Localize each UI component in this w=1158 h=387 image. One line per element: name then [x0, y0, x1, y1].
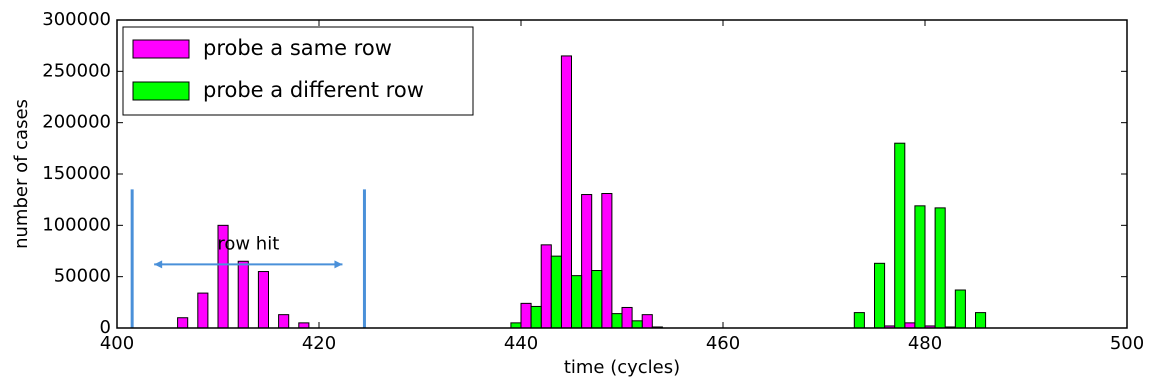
bar [257, 271, 269, 329]
legend-swatch [132, 39, 190, 59]
y-tick-label: 100000 [42, 214, 111, 235]
y-tick-label: 200000 [42, 112, 111, 133]
bar [914, 205, 926, 329]
x-tick-label: 460 [706, 333, 740, 354]
bar [611, 313, 623, 329]
y-tick-label: 150000 [42, 163, 111, 184]
bar [278, 314, 290, 329]
y-tick-label: 250000 [42, 60, 111, 81]
bar [621, 306, 633, 329]
bar [894, 142, 906, 329]
plot-frame [116, 19, 1128, 329]
bar [874, 262, 886, 329]
bar [954, 289, 966, 329]
legend-label: probe a same row [203, 36, 392, 60]
bar [177, 317, 189, 329]
x-tick-label: 400 [100, 333, 134, 354]
bar [853, 312, 865, 329]
bar [530, 305, 542, 329]
bar [237, 260, 249, 329]
x-tick-label: 480 [908, 333, 942, 354]
x-tick-label: 440 [504, 333, 538, 354]
bar [560, 55, 573, 329]
bar [540, 244, 552, 329]
legend-label: probe a different row [203, 78, 424, 102]
bar [510, 322, 522, 329]
bar [975, 312, 987, 329]
bar [197, 292, 209, 329]
bar [601, 193, 613, 329]
x-tick-label: 420 [302, 333, 336, 354]
bar [631, 320, 643, 329]
x-tick-label: 500 [1110, 333, 1144, 354]
bar [591, 270, 603, 329]
bar [571, 275, 583, 329]
legend-swatch [132, 81, 190, 101]
bar [581, 194, 593, 329]
annotation-text: row hit [217, 233, 279, 254]
bar [934, 207, 946, 329]
x-axis-label: time (cycles) [564, 357, 680, 378]
bar [520, 302, 532, 329]
y-tick-label: 50000 [54, 266, 111, 287]
bar [550, 255, 562, 329]
bar [904, 322, 916, 329]
y-axis-label: number of cases [11, 99, 32, 249]
y-tick-label: 0 [100, 317, 111, 338]
bar [298, 322, 310, 329]
bar [641, 314, 653, 329]
y-tick-label: 300000 [42, 9, 111, 30]
